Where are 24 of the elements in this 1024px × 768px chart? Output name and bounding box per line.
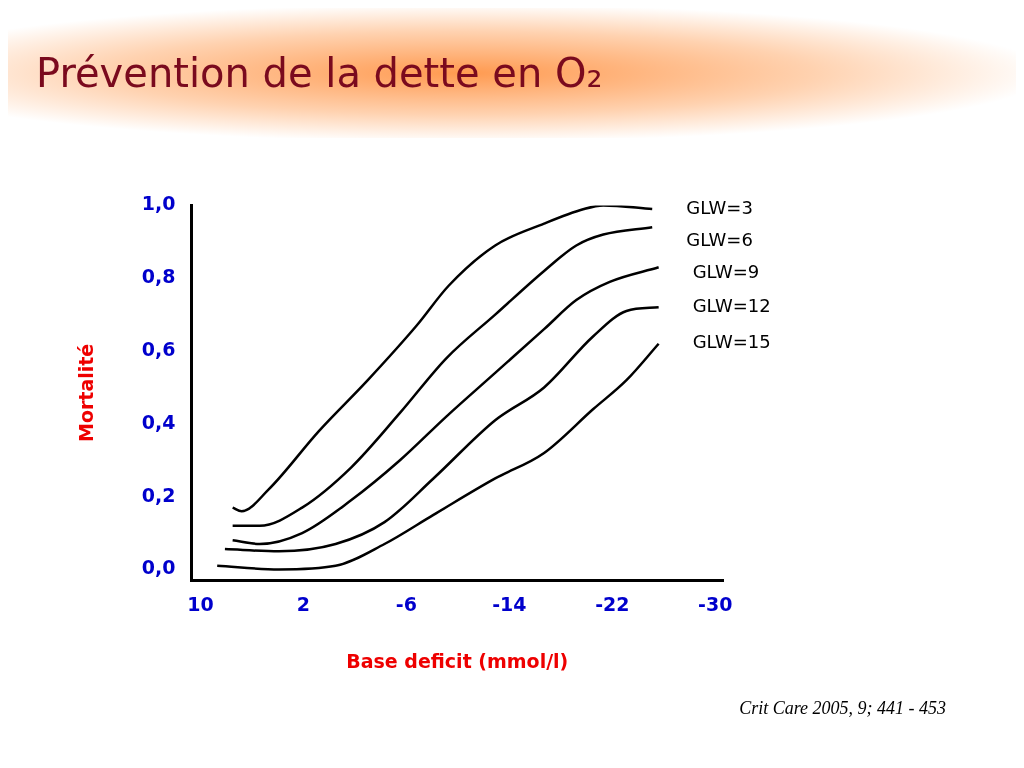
y-tick-label: 1,0 xyxy=(141,192,176,215)
x-tick-label: 2 xyxy=(296,592,311,615)
x-tick-label: -22 xyxy=(595,592,630,615)
chart-title: Prévention de la dette en O₂ xyxy=(36,50,603,96)
x-axis-title: Base deficit (mmol/l) xyxy=(346,649,569,672)
line-series xyxy=(231,266,660,546)
y-tick-label: 0,2 xyxy=(141,483,176,506)
series-label: GLW=12 xyxy=(692,295,771,317)
series-label: GLW=6 xyxy=(686,228,753,250)
series-label: GLW=3 xyxy=(686,196,753,218)
y-tick-label: 0,6 xyxy=(141,337,176,360)
series-label: GLW=15 xyxy=(692,331,771,353)
x-tick-label: -14 xyxy=(492,592,527,615)
line-series xyxy=(215,342,660,571)
y-tick-label: 0,8 xyxy=(141,265,176,288)
y-axis-title: Mortalité xyxy=(75,343,98,443)
x-tick-label: -6 xyxy=(395,592,417,615)
x-tick-label: 10 xyxy=(187,592,214,615)
series-label: GLW=9 xyxy=(692,260,760,282)
line-series xyxy=(223,306,660,553)
y-tick-label: 0,4 xyxy=(141,410,176,433)
x-tick-label: -30 xyxy=(698,592,733,615)
y-tick-label: 0,0 xyxy=(141,556,176,579)
text: Crit Care 2005, 9; 441 - 453 xyxy=(738,698,946,719)
